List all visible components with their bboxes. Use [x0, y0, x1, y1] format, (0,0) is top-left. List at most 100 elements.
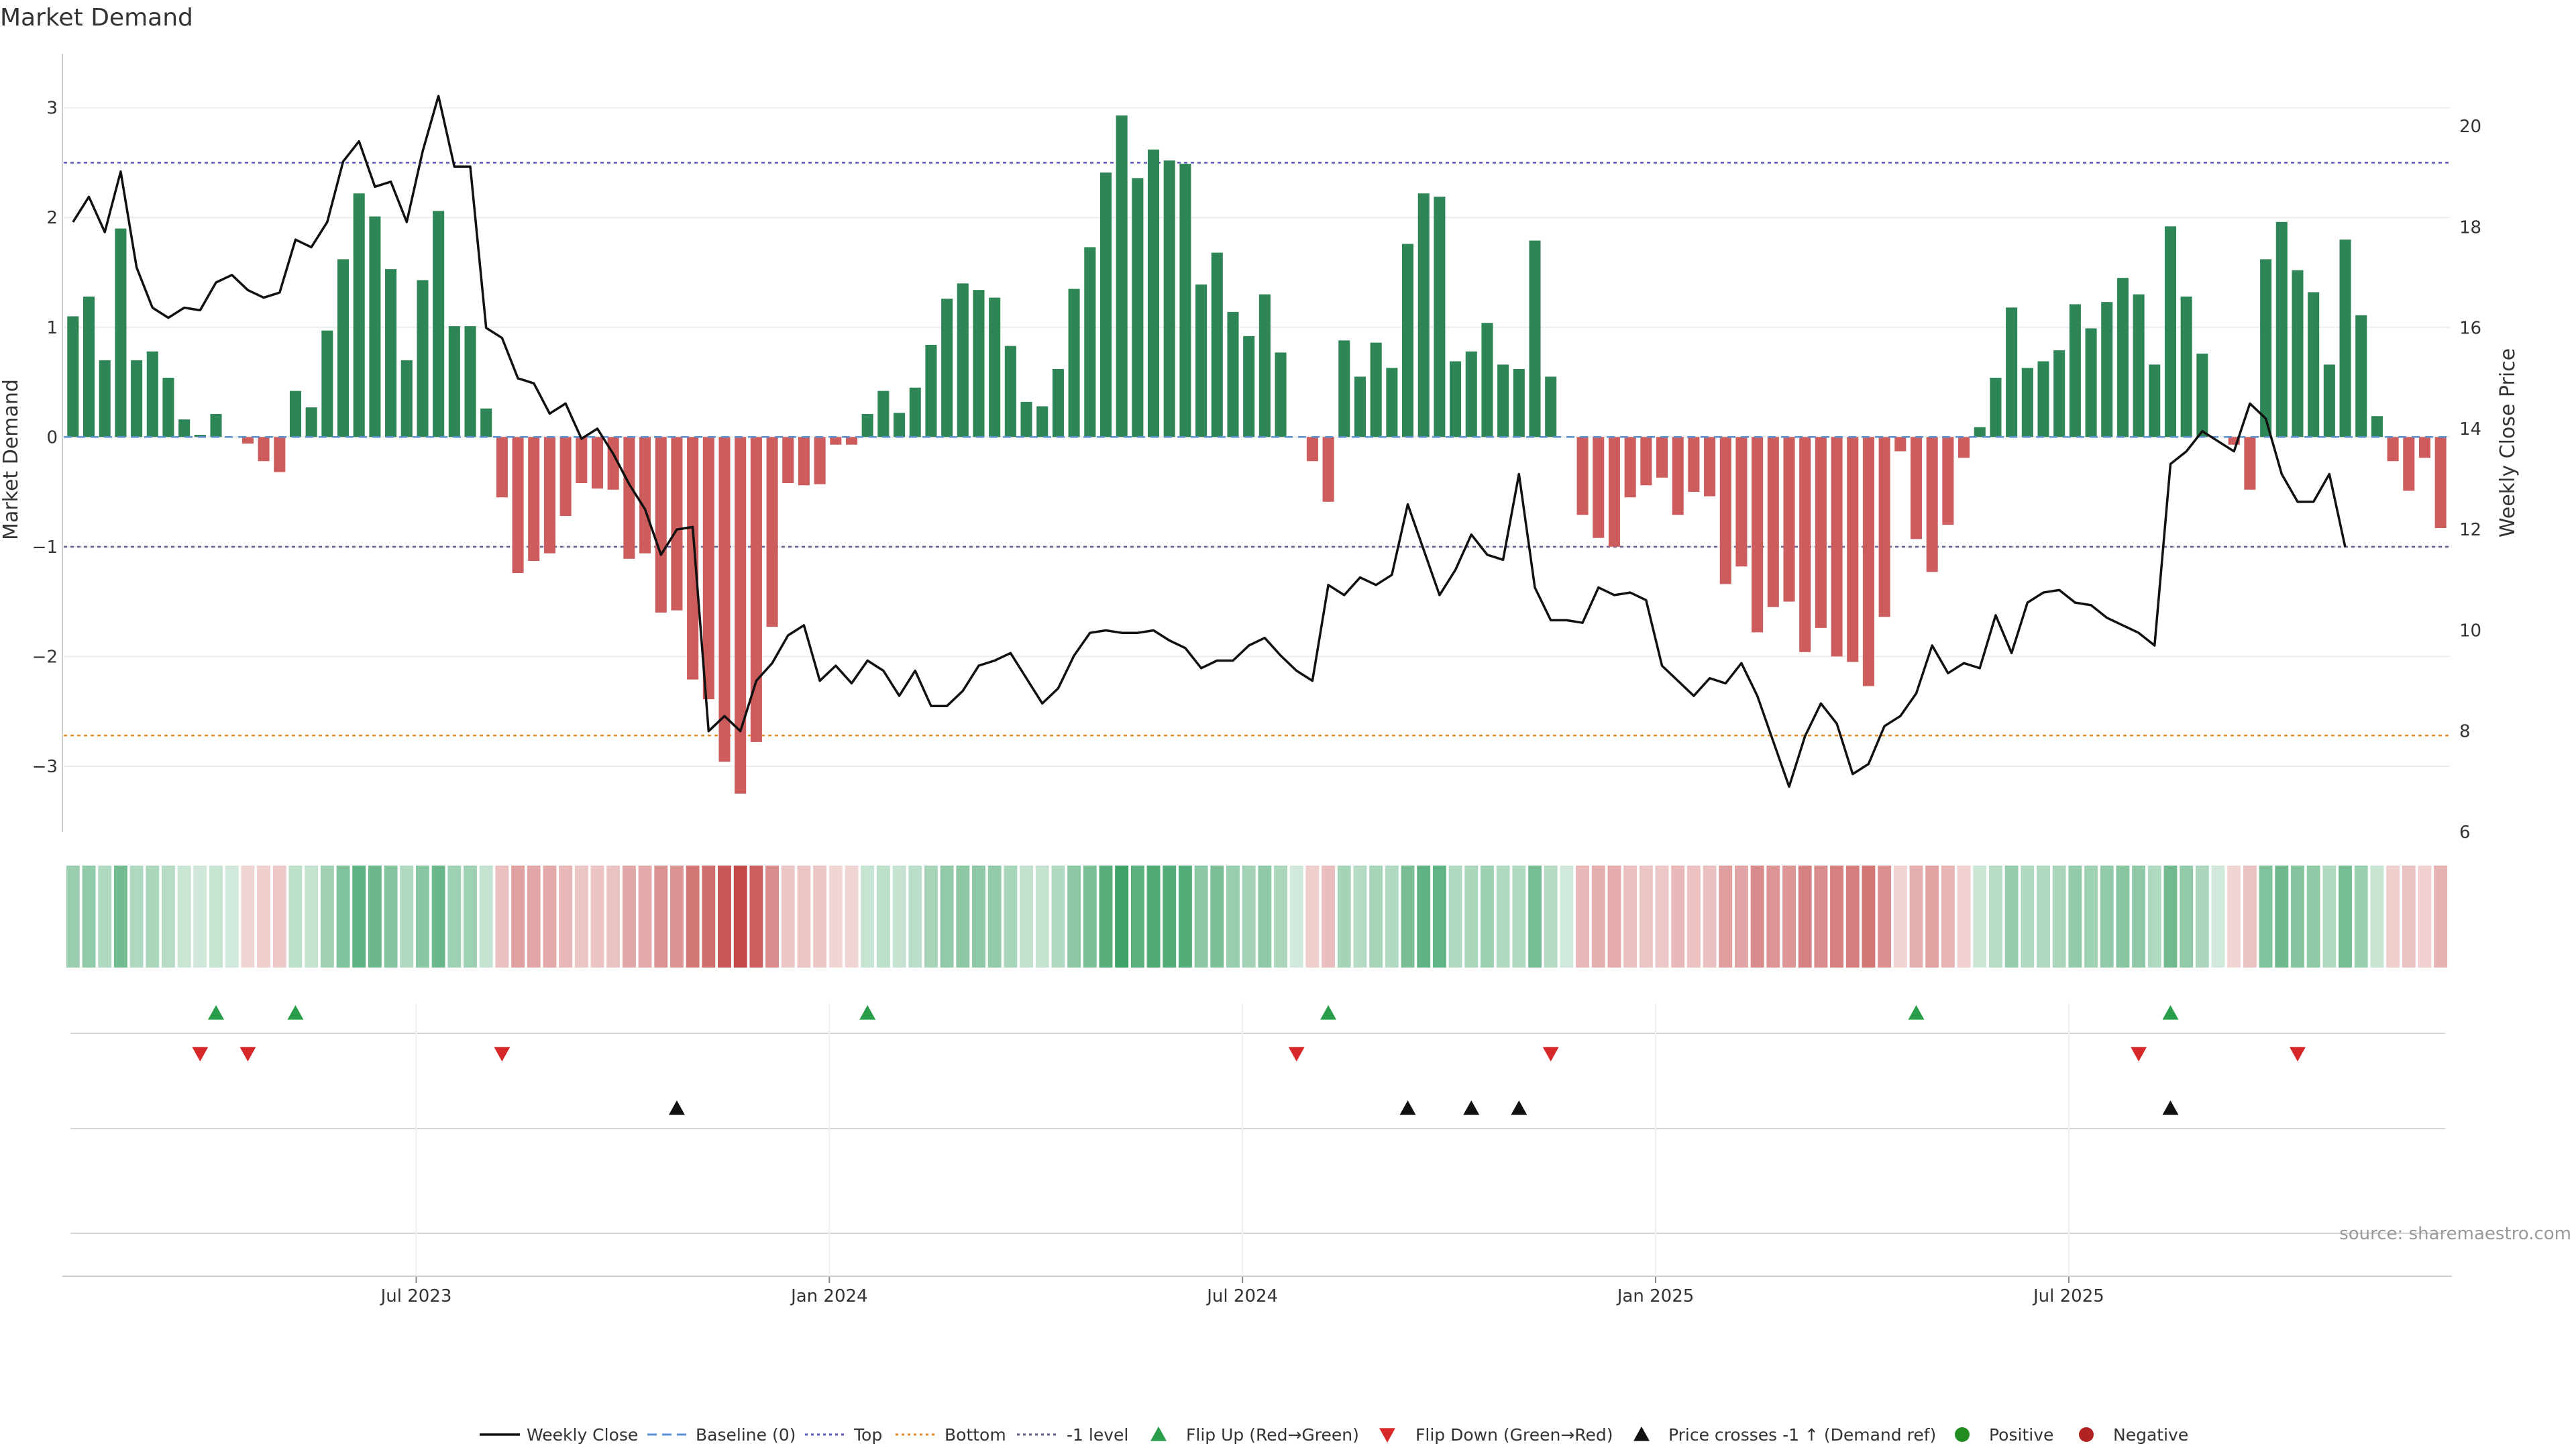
price-cross-markers: [668, 1100, 2179, 1115]
price-cross-marker: [1511, 1100, 1527, 1115]
demand-bar: [2260, 259, 2272, 437]
demand-bar: [1894, 437, 1907, 452]
demand-bar: [258, 437, 270, 462]
legend-label: Positive: [1989, 1425, 2053, 1445]
heatmap-cell: [987, 866, 1002, 968]
demand-bar: [1513, 368, 1525, 437]
heatmap-cell: [2180, 866, 2194, 968]
demand-bar: [2037, 361, 2049, 437]
demand-bar: [1211, 252, 1223, 437]
y-tick-label: 2: [46, 208, 58, 228]
heatmap-cell: [845, 866, 859, 968]
heatmap-cell: [1734, 866, 1748, 968]
heatmap-cell: [320, 866, 334, 968]
heatmap-cell: [2291, 866, 2304, 968]
demand-bar: [1401, 244, 1414, 437]
heatmap-cell: [1020, 866, 1033, 968]
legend-item: -1 level: [1017, 1425, 1128, 1445]
heatmap-cell: [2021, 866, 2035, 968]
demand-bar: [162, 377, 174, 437]
demand-bar: [2021, 368, 2033, 437]
price-cross-marker: [2162, 1100, 2179, 1115]
legend-label: Flip Up (Red→Green): [1186, 1425, 1359, 1445]
flip-down-marker: [239, 1047, 256, 1061]
heatmap-cell: [2434, 866, 2448, 968]
heatmap-cell: [1957, 866, 1971, 968]
demand-bar: [400, 360, 413, 437]
y-tick-label: −1: [32, 537, 58, 558]
price-cross-marker: [1463, 1100, 1480, 1115]
demand-bar: [1163, 160, 1175, 437]
flip-up-markers: [208, 1005, 2179, 1020]
heatmap-cell: [1988, 866, 2002, 968]
heatmap-cell: [1417, 866, 1431, 968]
flip-down-marker: [1542, 1047, 1559, 1061]
y-axis-title: Market Demand: [0, 379, 23, 540]
demand-bar: [2434, 437, 2447, 529]
demand-bar: [1831, 437, 1843, 657]
demand-bars: [67, 115, 2447, 794]
demand-bar: [782, 437, 794, 483]
heatmap-cell: [1639, 866, 1653, 968]
demand-bar: [894, 413, 906, 437]
demand-bar: [131, 360, 143, 437]
demand-bar: [1465, 351, 1477, 437]
demand-bar: [1624, 437, 1636, 498]
demand-bar: [1815, 437, 1827, 628]
heatmap-cell: [2322, 866, 2337, 968]
demand-bar: [2339, 239, 2351, 437]
demand-bar: [1354, 376, 1366, 437]
demand-bar: [591, 437, 604, 489]
y2-tick-label: 16: [2459, 319, 2481, 339]
heatmap-cell: [1401, 866, 1415, 968]
heatmap-cell: [1782, 866, 1796, 968]
demand-bar: [1148, 149, 1160, 437]
demand-bar: [1227, 311, 1239, 437]
demand-bar: [1640, 437, 1652, 486]
demand-bar: [210, 413, 222, 437]
demand-bar: [369, 216, 381, 437]
demand-bar: [321, 330, 333, 437]
demand-bar: [1417, 193, 1430, 437]
demand-bar: [1084, 247, 1096, 437]
demand-bar: [830, 437, 842, 445]
demand-bar: [2403, 437, 2415, 491]
demand-bar: [1116, 115, 1128, 437]
demand-bar: [417, 280, 429, 437]
heatmap-cell: [2354, 866, 2368, 968]
demand-bar: [655, 437, 667, 613]
heatmap-cell: [940, 866, 954, 968]
legend-item: Price crosses -1 ↑ (Demand ref): [1633, 1425, 1936, 1445]
demand-bar: [496, 437, 508, 498]
heatmap-cell: [1814, 866, 1828, 968]
demand-bar: [99, 360, 111, 437]
demand-bar: [1481, 323, 1493, 437]
demand-bar: [989, 297, 1001, 437]
heatmap-cell: [336, 866, 350, 968]
demand-bar: [2006, 307, 2018, 437]
legend-item: Flip Up (Red→Green): [1150, 1425, 1359, 1445]
heatmap-cell: [82, 866, 96, 968]
demand-bar: [750, 437, 762, 742]
demand-bar: [814, 437, 826, 484]
legend-label: -1 level: [1067, 1425, 1128, 1445]
demand-bar: [1656, 437, 1668, 478]
demand-bar: [1195, 284, 1208, 437]
heatmap-cell: [1163, 866, 1177, 968]
demand-bar: [337, 259, 350, 437]
heatmap-cell: [2132, 866, 2146, 968]
legend-label: Price crosses -1 ↑ (Demand ref): [1668, 1425, 1936, 1445]
demand-bar: [639, 437, 651, 554]
demand-bar: [1878, 437, 1890, 617]
heatmap-cell: [1130, 866, 1144, 968]
heatmap-cell: [1719, 866, 1733, 968]
demand-bar: [2275, 221, 2288, 437]
legend-item: Bottom: [896, 1425, 1006, 1445]
y-tick-label: −3: [32, 757, 58, 777]
heatmap-cell: [305, 866, 319, 968]
heatmap-cell: [1004, 866, 1018, 968]
heatmap-cell: [66, 866, 80, 968]
demand-bar: [480, 408, 492, 437]
heatmap-cell: [1115, 866, 1129, 968]
